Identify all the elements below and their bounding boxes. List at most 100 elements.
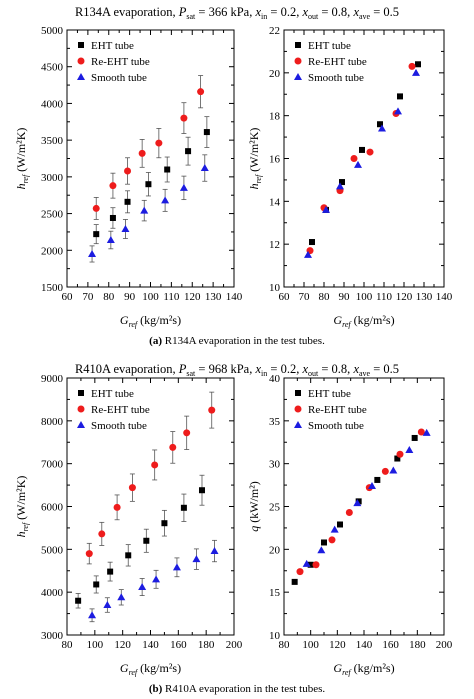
data-point-square [321,539,327,546]
data-point-circle [208,406,216,414]
x-axis-label: Gref (kg/m²s) [120,313,181,329]
y-tick-label: 25 [269,502,281,514]
y-tick-label: 2500 [41,209,64,221]
data-point-square [359,146,365,153]
legend-marker-circle [77,405,85,413]
x-tick-label: 100 [356,291,373,303]
data-point-triangle [394,107,402,115]
x-tick-label: 140 [142,639,159,651]
legend-marker-triangle [294,73,302,80]
data-point-square [198,487,205,494]
data-point-triangle [336,182,344,190]
legend: EHT tube Re-EHT tube Smooth tube [77,40,150,84]
y-tick-label: 8000 [41,416,64,428]
y-tick-label: 4500 [41,62,64,74]
legend: EHT tube Re-EHT tube Smooth tube [294,40,367,84]
data-point-triangle [192,555,201,563]
data-point-triangle [210,547,219,555]
y-tick-label: 30 [269,459,281,471]
series-circle [92,75,205,220]
chart-panel-b-left: 80 100 120 140 160 180 200 3000 4000 5000 6000 7000… [14,373,243,677]
data-point-triangle [138,583,147,591]
data-point-circle [151,461,159,469]
data-point-triangle [179,183,188,191]
y-tick-label: 4000 [41,98,64,110]
y-tick-label: 6000 [41,502,64,514]
y-tick-label: 1500 [41,282,64,294]
x-axis-label: Gref (kg/m²s) [120,661,181,677]
chart-panel-b-right: 80 100 120 140 160 180 200 10 15 20 25 30 35 40 Gref (… [247,373,453,677]
legend-marker-triangle [294,421,302,428]
data-point-square [339,179,345,186]
y-axis-label: q (kW/m²) [247,481,261,532]
plot-frame [283,377,445,636]
legend-marker-square [78,390,84,396]
data-point-square [394,455,401,462]
data-point-triangle [405,445,414,453]
data-point-circle [396,450,404,458]
x-tick-label: 70 [82,291,94,303]
data-point-triangle [302,559,311,567]
legend: EHT tube Re-EHT tube Smooth tube [294,388,367,432]
y-tick-label: 5000 [41,25,64,37]
data-point-circle [124,167,132,175]
data-point-triangle [353,499,362,507]
data-point-circle [296,568,304,576]
data-point-circle [408,62,416,70]
plot-frame [66,377,235,636]
data-point-triangle [121,224,130,232]
data-point-square [125,552,132,559]
y-tick-label: 5000 [41,544,64,556]
x-tick-label: 120 [114,639,131,651]
data-point-triangle [172,563,181,571]
x-tick-label: 140 [226,291,243,303]
x-tick-label: 140 [356,639,373,651]
data-point-circle [155,139,163,147]
series-square [93,116,210,245]
data-point-triangle [322,205,330,213]
legend-label: Re-EHT tube [91,404,150,416]
data-point-circle [180,114,188,122]
data-point-square [107,568,114,575]
x-axis-label: Gref (kg/m²s) [333,313,394,329]
data-point-circle [169,443,177,451]
data-point-triangle [140,206,149,214]
y-tick-label: 20 [269,544,281,556]
data-point-triangle [354,160,362,168]
data-point-square [337,521,343,528]
x-tick-label: 80 [279,639,291,651]
legend-marker-circle [294,405,302,413]
legend-label: Smooth tube [91,72,147,84]
legend-marker-square [295,390,301,396]
y-tick-label: 10 [269,282,281,294]
x-tick-label: 70 [299,291,311,303]
data-point-square [185,148,192,155]
data-point-triangle [368,481,376,489]
data-point-triangle [330,525,339,533]
title-a: R134A evaporation, Psat = 366 kPa, xin =… [75,5,399,21]
x-tick-label: 160 [170,639,187,651]
data-point-triangle [412,68,420,76]
x-tick-label: 200 [226,639,243,651]
y-tick-label: 20 [269,68,281,80]
x-tick-label: 130 [205,291,222,303]
data-point-circle [109,182,117,190]
legend-marker-triangle [77,73,85,80]
legend-label: EHT tube [91,388,134,400]
data-point-square [411,434,418,441]
x-tick-label: 100 [87,639,104,651]
series-square [75,474,205,609]
legend-label: Re-EHT tube [308,404,367,416]
legend-label: Smooth tube [308,420,364,432]
data-point-triangle [161,196,170,204]
data-point-square [124,198,131,205]
y-tick-label: 22 [269,25,280,37]
caption-b: (b) R410A evaporation in the test tubes. [148,683,326,695]
data-point-square [309,239,315,246]
y-tick-label: 18 [269,111,281,123]
y-tick-label: 35 [269,416,281,428]
data-point-square [109,214,116,221]
x-tick-label: 180 [409,639,426,651]
x-tick-label: 80 [62,639,74,651]
